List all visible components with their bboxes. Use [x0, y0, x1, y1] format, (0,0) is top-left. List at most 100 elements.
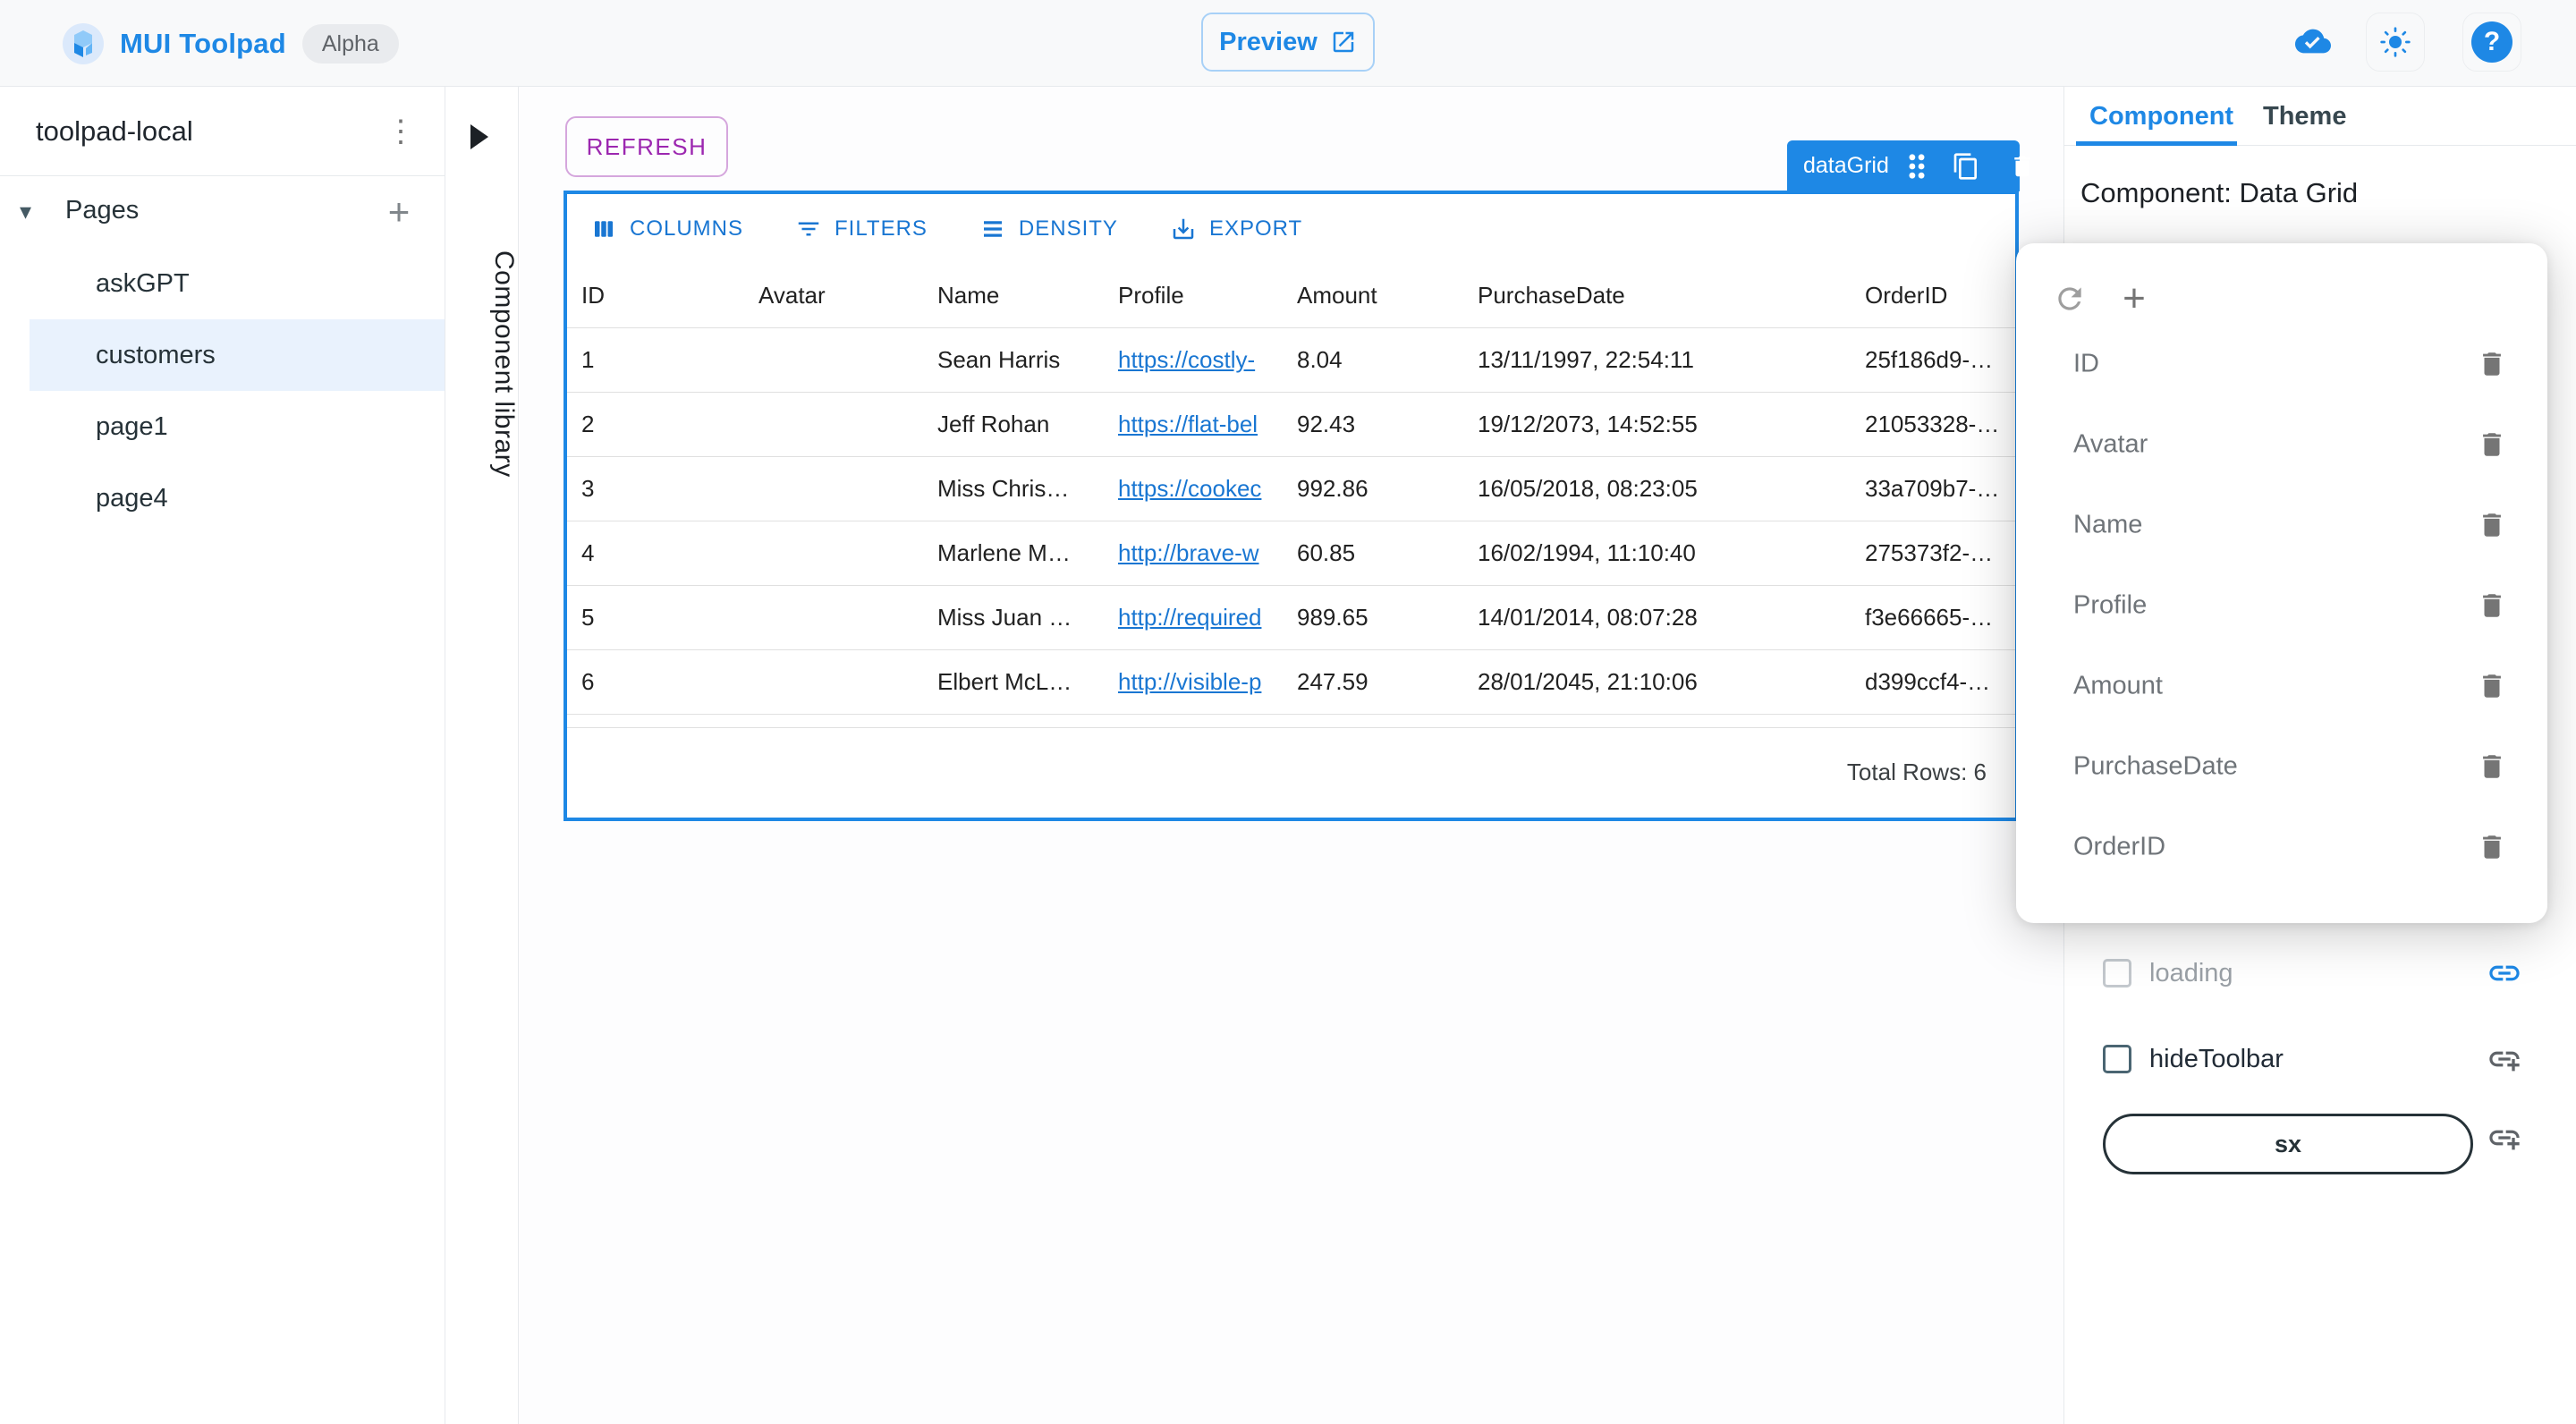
columns-list-item-Name[interactable]: Name	[2016, 485, 2547, 565]
binding-link-icon[interactable]	[2485, 955, 2524, 991]
cell-amount: 8.04	[1297, 346, 1343, 373]
table-row[interactable]: 5 Miss Juan … http://required 989.65 14/…	[567, 586, 2015, 650]
help-button[interactable]: ?	[2462, 13, 2521, 72]
delete-column-icon[interactable]	[2472, 505, 2512, 545]
column-header-id[interactable]: ID	[581, 282, 605, 309]
profile-link[interactable]: http://visible-p	[1118, 668, 1262, 695]
table-row[interactable]: 3 Miss Chris… https://cookec 992.86 16/0…	[567, 457, 2015, 521]
add-page-icon[interactable]: +	[387, 191, 411, 233]
delete-column-icon[interactable]	[2472, 747, 2512, 786]
profile-link[interactable]: https://costly-	[1118, 346, 1256, 373]
cell-orderid: d399ccf4-…	[1865, 668, 1991, 695]
sidebar-page-label: page4	[96, 483, 168, 513]
delete-component-icon[interactable]	[2009, 153, 2036, 180]
cell-profile: http://required	[1104, 604, 1283, 631]
sidebar-item-page4[interactable]: page4	[30, 462, 445, 534]
cell-purchasedate: 28/01/2045, 21:10:06	[1478, 668, 1698, 695]
delete-column-icon[interactable]	[2472, 425, 2512, 464]
cell-orderid: f3e66665-…	[1865, 604, 1994, 631]
profile-link[interactable]: https://flat-bel	[1118, 411, 1258, 437]
cell-purchasedate: 19/12/2073, 14:52:55	[1478, 411, 1698, 437]
cell-amount: 992.86	[1297, 475, 1368, 502]
tab-theme[interactable]: Theme	[2263, 101, 2347, 131]
sidebar-item-customers[interactable]: customers	[30, 319, 445, 391]
duplicate-icon[interactable]	[1952, 152, 1980, 181]
cell-id: 5	[581, 604, 595, 631]
top-bar: MUI Toolpad Alpha Preview	[0, 0, 2576, 87]
data-grid-toolbar: COLUMNS FILTERS DENSITY	[567, 194, 2015, 264]
cell-amount: 92.43	[1297, 411, 1356, 437]
columns-list-item-Amount[interactable]: Amount	[2016, 646, 2547, 726]
columns-list-item-ID[interactable]: ID	[2016, 324, 2547, 404]
column-header-avatar[interactable]: Avatar	[758, 282, 826, 309]
column-header-amount[interactable]: Amount	[1297, 282, 1377, 309]
total-rows-label: Total Rows: 6	[1846, 759, 1987, 785]
cloud-done-icon	[2291, 23, 2335, 59]
data-grid-component[interactable]: COLUMNS FILTERS DENSITY	[564, 191, 2019, 821]
component-library-label: Component library	[489, 250, 519, 478]
expand-library-icon[interactable]	[470, 124, 488, 149]
delete-column-icon[interactable]	[2472, 586, 2512, 625]
cell-name: Elbert McL…	[937, 668, 1072, 695]
table-row[interactable]: 2 Jeff Rohan https://flat-bel 92.43 19/1…	[567, 393, 2015, 457]
cell-profile: https://flat-bel	[1104, 411, 1283, 438]
editor-canvas: REFRESH dataGrid	[519, 87, 2063, 1424]
cell-id: 3	[581, 475, 595, 502]
columns-list-item-PurchaseDate[interactable]: PurchaseDate	[2016, 726, 2547, 807]
profile-link[interactable]: http://brave-w	[1118, 539, 1259, 566]
hidetoolbar-checkbox[interactable]	[2103, 1045, 2131, 1073]
cell-orderid: 275373f2-…	[1865, 539, 1994, 566]
add-binding-icon[interactable]	[2485, 1041, 2524, 1077]
density-button[interactable]: DENSITY	[979, 216, 1118, 242]
table-row[interactable]: 6 Elbert McL… http://visible-p 247.59 28…	[567, 650, 2015, 715]
column-header-profile[interactable]: Profile	[1118, 282, 1184, 309]
drag-handle-icon[interactable]	[1905, 151, 1928, 182]
profile-link[interactable]: https://cookec	[1118, 475, 1262, 502]
cell-purchasedate: 13/11/1997, 22:54:11	[1478, 346, 1694, 373]
caret-down-icon[interactable]: ▾	[20, 198, 32, 225]
refresh-button[interactable]: REFRESH	[565, 116, 728, 177]
sidebar-item-askGPT[interactable]: askGPT	[30, 248, 445, 319]
loading-label: loading	[2149, 959, 2233, 987]
filters-button[interactable]: FILTERS	[795, 216, 928, 242]
selection-chip[interactable]: dataGrid	[1787, 140, 2030, 191]
sidebar-item-page1[interactable]: page1	[30, 391, 445, 462]
column-header-orderid[interactable]: OrderID	[1865, 282, 1948, 309]
preview-button[interactable]: Preview	[1201, 13, 1375, 72]
theme-toggle-button[interactable]	[2366, 13, 2425, 72]
delete-column-icon[interactable]	[2472, 344, 2512, 384]
add-column-icon[interactable]: +	[2123, 276, 2146, 320]
column-header-name[interactable]: Name	[937, 282, 1000, 309]
column-header-purchasedate[interactable]: PurchaseDate	[1478, 282, 1625, 309]
cell-amount: 247.59	[1297, 668, 1368, 695]
export-button[interactable]: EXPORT	[1170, 216, 1302, 242]
explorer-sidebar: toolpad-local ⋮ ▾ Pages + askGPT custome…	[0, 87, 445, 1424]
column-name-label: PurchaseDate	[2073, 751, 2238, 781]
table-row[interactable]: 4 Marlene M… http://brave-w 60.85 16/02/…	[567, 521, 2015, 586]
pages-list: askGPT customers page1 page4	[0, 248, 445, 534]
sidebar-divider	[0, 175, 445, 176]
columns-editor-popover: + ID Avatar Name Profile	[2016, 243, 2547, 923]
sx-button[interactable]: sx	[2103, 1114, 2473, 1174]
app-title: MUI Toolpad	[120, 27, 286, 59]
delete-column-icon[interactable]	[2472, 827, 2512, 867]
delete-column-icon[interactable]	[2472, 666, 2512, 706]
refresh-columns-icon[interactable]	[2048, 277, 2091, 320]
sx-add-binding-icon[interactable]	[2485, 1120, 2524, 1156]
component-heading: Component: Data Grid	[2080, 177, 2359, 208]
columns-list: ID Avatar Name Profile Amount	[2016, 324, 2547, 887]
loading-checkbox[interactable]	[2103, 959, 2131, 987]
cell-name: Miss Chris…	[937, 475, 1070, 502]
columns-list-item-Avatar[interactable]: Avatar	[2016, 404, 2547, 485]
column-name-label: Profile	[2073, 590, 2148, 620]
columns-button[interactable]: COLUMNS	[590, 216, 743, 242]
table-row[interactable]: 1 Sean Harris https://costly- 8.04 13/11…	[567, 328, 2015, 393]
export-button-label: EXPORT	[1208, 216, 1303, 241]
kebab-menu-icon[interactable]: ⋮	[386, 114, 416, 148]
profile-link[interactable]: http://required	[1118, 604, 1262, 631]
component-library-strip: Component library	[445, 87, 519, 1424]
columns-list-item-Profile[interactable]: Profile	[2016, 565, 2547, 646]
columns-list-item-OrderID[interactable]: OrderID	[2016, 807, 2547, 887]
tab-component[interactable]: Component	[2089, 101, 2234, 131]
cell-profile: http://visible-p	[1104, 668, 1283, 696]
